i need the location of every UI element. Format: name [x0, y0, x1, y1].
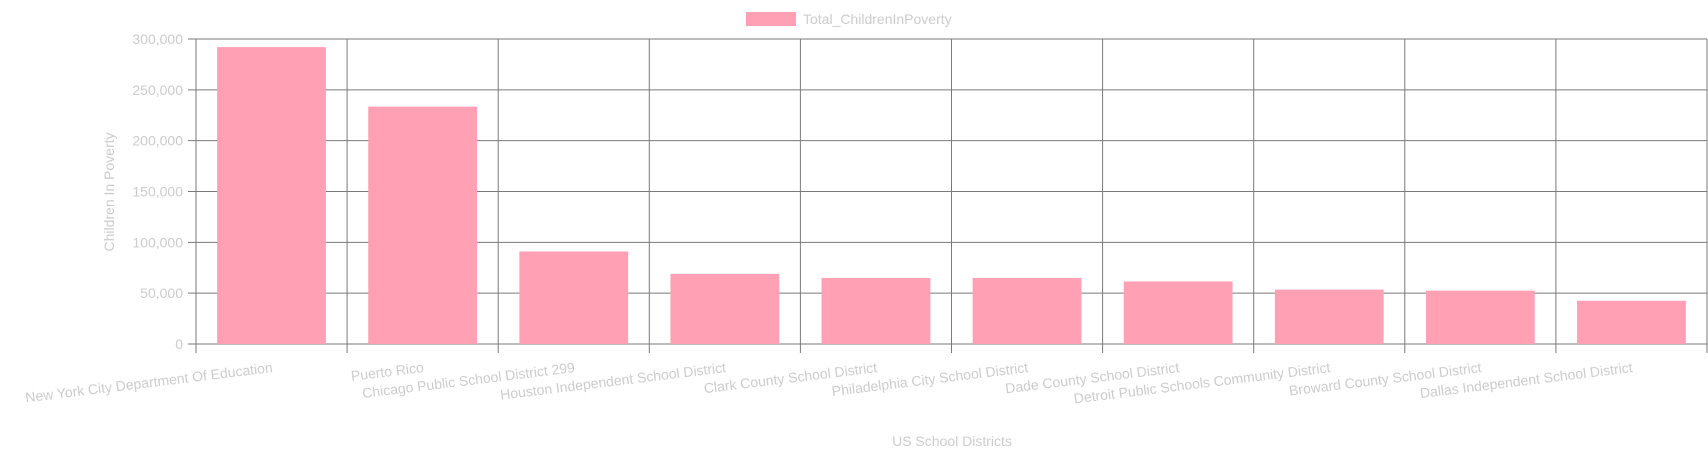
- bar[interactable]: [368, 106, 478, 344]
- bars: [217, 47, 1686, 345]
- bar[interactable]: [1425, 290, 1535, 344]
- x-axis-ticks: New York City Department Of Education Pue…: [24, 359, 1633, 406]
- bar[interactable]: [1123, 281, 1233, 344]
- legend-swatch[interactable]: [746, 12, 796, 26]
- bar[interactable]: [1577, 300, 1686, 344]
- x-tick-label: New York City Department Of Education: [24, 359, 273, 405]
- y-axis-ticks: 0 50,000 100,000 150,000 200,000 250,000 300,0…: [132, 31, 183, 352]
- y-tick-label: 50,000: [140, 285, 183, 301]
- bar[interactable]: [972, 277, 1082, 344]
- bar[interactable]: [1274, 289, 1384, 344]
- y-tick-label: 300,000: [132, 31, 183, 47]
- y-tick-label: 100,000: [132, 234, 183, 250]
- y-axis-title: Children In Poverty: [101, 132, 117, 251]
- legend-label[interactable]: Total_ChildrenInPoverty: [803, 11, 952, 27]
- x-axis-title: US School Districts: [892, 433, 1012, 449]
- bar[interactable]: [821, 277, 931, 344]
- y-tick-label: 250,000: [132, 82, 183, 98]
- bar[interactable]: [519, 251, 629, 344]
- bar[interactable]: [217, 47, 326, 345]
- legend[interactable]: Total_ChildrenInPoverty: [746, 11, 952, 27]
- bar[interactable]: [670, 273, 780, 344]
- y-tick-label: 200,000: [132, 133, 183, 149]
- y-tick-label: 0: [175, 336, 183, 352]
- y-tick-label: 150,000: [132, 184, 183, 200]
